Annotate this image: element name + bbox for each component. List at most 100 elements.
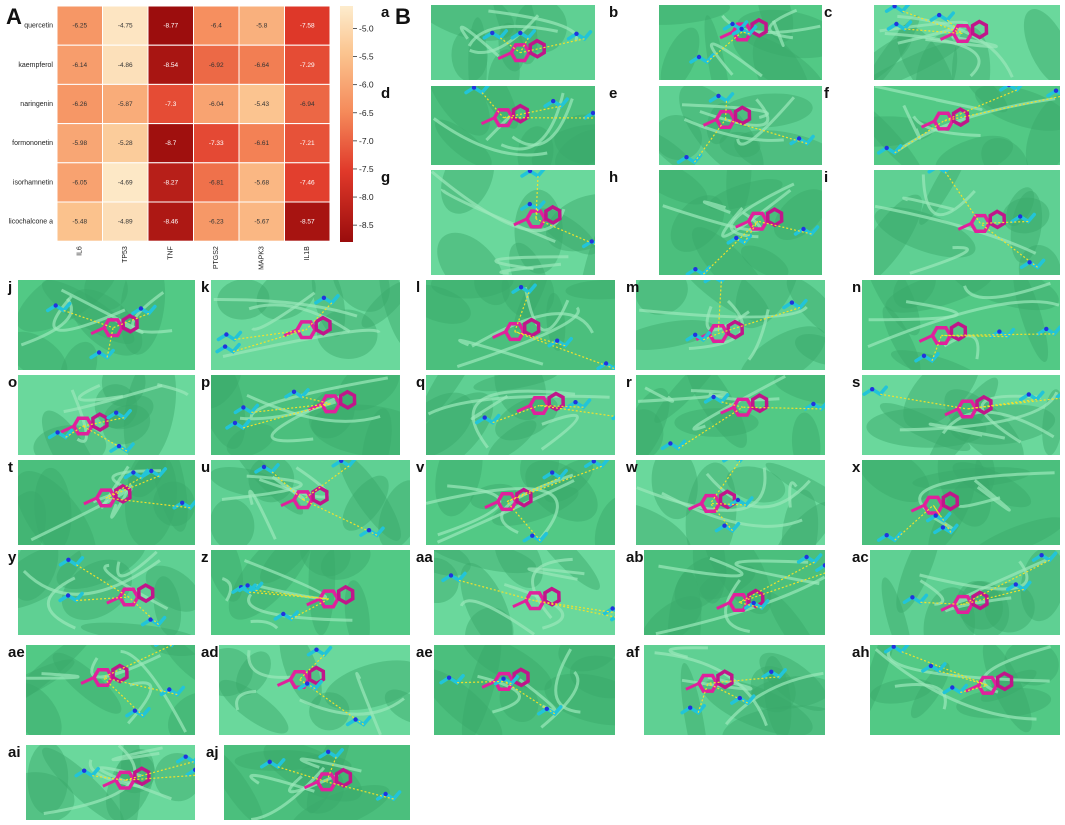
cell-value-label: -5.98 (72, 140, 87, 147)
panel-label: r (626, 374, 632, 391)
docking-image (644, 550, 825, 635)
cell-value-label: -8.7 (165, 140, 177, 147)
cell-value-label: -8.54 (163, 62, 178, 69)
docking-image (26, 745, 195, 820)
docking-image (18, 550, 195, 635)
heatmap-cell (238, 44, 285, 85)
row-label: naringenin (20, 101, 53, 108)
panel-label: aj (206, 744, 219, 761)
panel-label: f (824, 85, 829, 102)
heatmap-cell (284, 83, 331, 125)
docking-image (224, 745, 410, 820)
docking-image (211, 550, 410, 635)
heatmap-cell (147, 44, 194, 85)
panel-label: w (626, 459, 638, 476)
row-label: kaempferol (18, 62, 53, 69)
docking-image (211, 375, 400, 455)
docking-image (18, 460, 195, 545)
panel-label: v (416, 459, 425, 476)
colorbar-tick-label: -6.5 (359, 108, 374, 118)
docking-image (870, 645, 1060, 735)
cell-value-label: -5.8 (256, 23, 268, 30)
cell-value-label: -7.29 (300, 62, 315, 69)
cell-value-label: -6.92 (209, 62, 224, 69)
docking-image (219, 645, 410, 735)
docking-image (862, 375, 1060, 455)
column-label: MAPK3 (259, 246, 266, 270)
row-label: formononetin (12, 140, 53, 147)
docking-image (431, 86, 595, 165)
panel-label: s (852, 374, 861, 391)
docking-image (870, 550, 1060, 635)
colorbar-tick-label: -8.5 (359, 220, 374, 230)
panel-label: ai (8, 744, 21, 761)
colorbar-tick-label: -7.5 (359, 164, 374, 174)
colorbar-tick-label: -7.0 (359, 136, 374, 146)
panel-label: j (8, 279, 13, 296)
cell-value-label: -5.87 (118, 101, 133, 108)
docking-image (659, 5, 822, 80)
heatmap-cell (102, 201, 149, 242)
panel-label: t (8, 459, 13, 476)
row-label: quercetin (24, 23, 53, 30)
row-label: isorhamnetin (13, 179, 53, 186)
panel-label: p (201, 374, 211, 391)
panel-label: k (201, 279, 210, 296)
heatmap-cells: -6.25 -4.75 -8.77 -6.4 -5.8 -7.58 -6.14 -4.86 -8… (56, 5, 331, 242)
cell-value-label: -6.4 (211, 23, 223, 30)
column-label: IL1B (304, 246, 311, 261)
heatmap-cell (238, 162, 285, 203)
panel-label: ac (852, 549, 869, 566)
panel-label: l (416, 279, 421, 296)
docking-image (874, 5, 1060, 80)
docking-image (426, 460, 615, 545)
heatmap-cell (102, 44, 149, 85)
panel-label: b (609, 4, 619, 21)
row-label: licochalcone a (9, 219, 53, 226)
cell-value-label: -5.48 (72, 219, 87, 226)
heatmap-cell (147, 201, 194, 242)
panel-label: m (626, 279, 640, 296)
cell-value-label: -4.89 (118, 219, 133, 226)
panel-label: g (381, 169, 391, 186)
panel-label: z (201, 549, 209, 566)
docking-image (862, 280, 1060, 370)
panel-label: u (201, 459, 211, 476)
panel-label: aa (416, 549, 433, 566)
panel-label: c (824, 4, 833, 21)
cell-value-label: -6.94 (300, 101, 315, 108)
docking-image (18, 375, 195, 455)
panel-label: q (416, 374, 426, 391)
column-label: IL6 (77, 246, 84, 256)
cell-value-label: -8.77 (163, 23, 178, 30)
colorbar-ticks: -5.0 -5.5 -6.0 -6.5 -7.0 -7.5 -8.0 -8.5 (353, 23, 374, 230)
panel-label: ae (8, 644, 25, 661)
heatmap-cell (284, 123, 331, 164)
cell-value-label: -6.81 (209, 179, 224, 186)
docking-image (211, 460, 410, 545)
heatmap-cell (284, 5, 331, 46)
docking-image (636, 460, 825, 545)
panel-label: h (609, 169, 619, 186)
cell-value-label: -6.05 (72, 179, 87, 186)
cell-value-label: -8.57 (300, 219, 315, 226)
docking-image (644, 645, 825, 735)
panel-a-letter: A (6, 4, 22, 29)
column-label: TNF (168, 246, 175, 260)
docking-image (874, 170, 1060, 275)
cell-value-label: -6.23 (209, 219, 224, 226)
colorbar-tick-label: -5.0 (359, 23, 374, 33)
cell-value-label: -7.58 (300, 23, 315, 30)
heatmap-cell (284, 201, 331, 242)
heatmap-cell (147, 83, 194, 125)
colorbar (340, 6, 353, 242)
panel-label: ad (201, 644, 219, 661)
colorbar-tick-label: -8.0 (359, 192, 374, 202)
docking-image (659, 86, 822, 165)
docking-image (18, 280, 195, 370)
docking-image (862, 460, 1060, 545)
cell-value-label: -4.69 (118, 179, 133, 186)
cell-value-label: -7.3 (165, 101, 177, 108)
cell-value-label: -6.25 (72, 23, 87, 30)
docking-image (636, 280, 825, 370)
